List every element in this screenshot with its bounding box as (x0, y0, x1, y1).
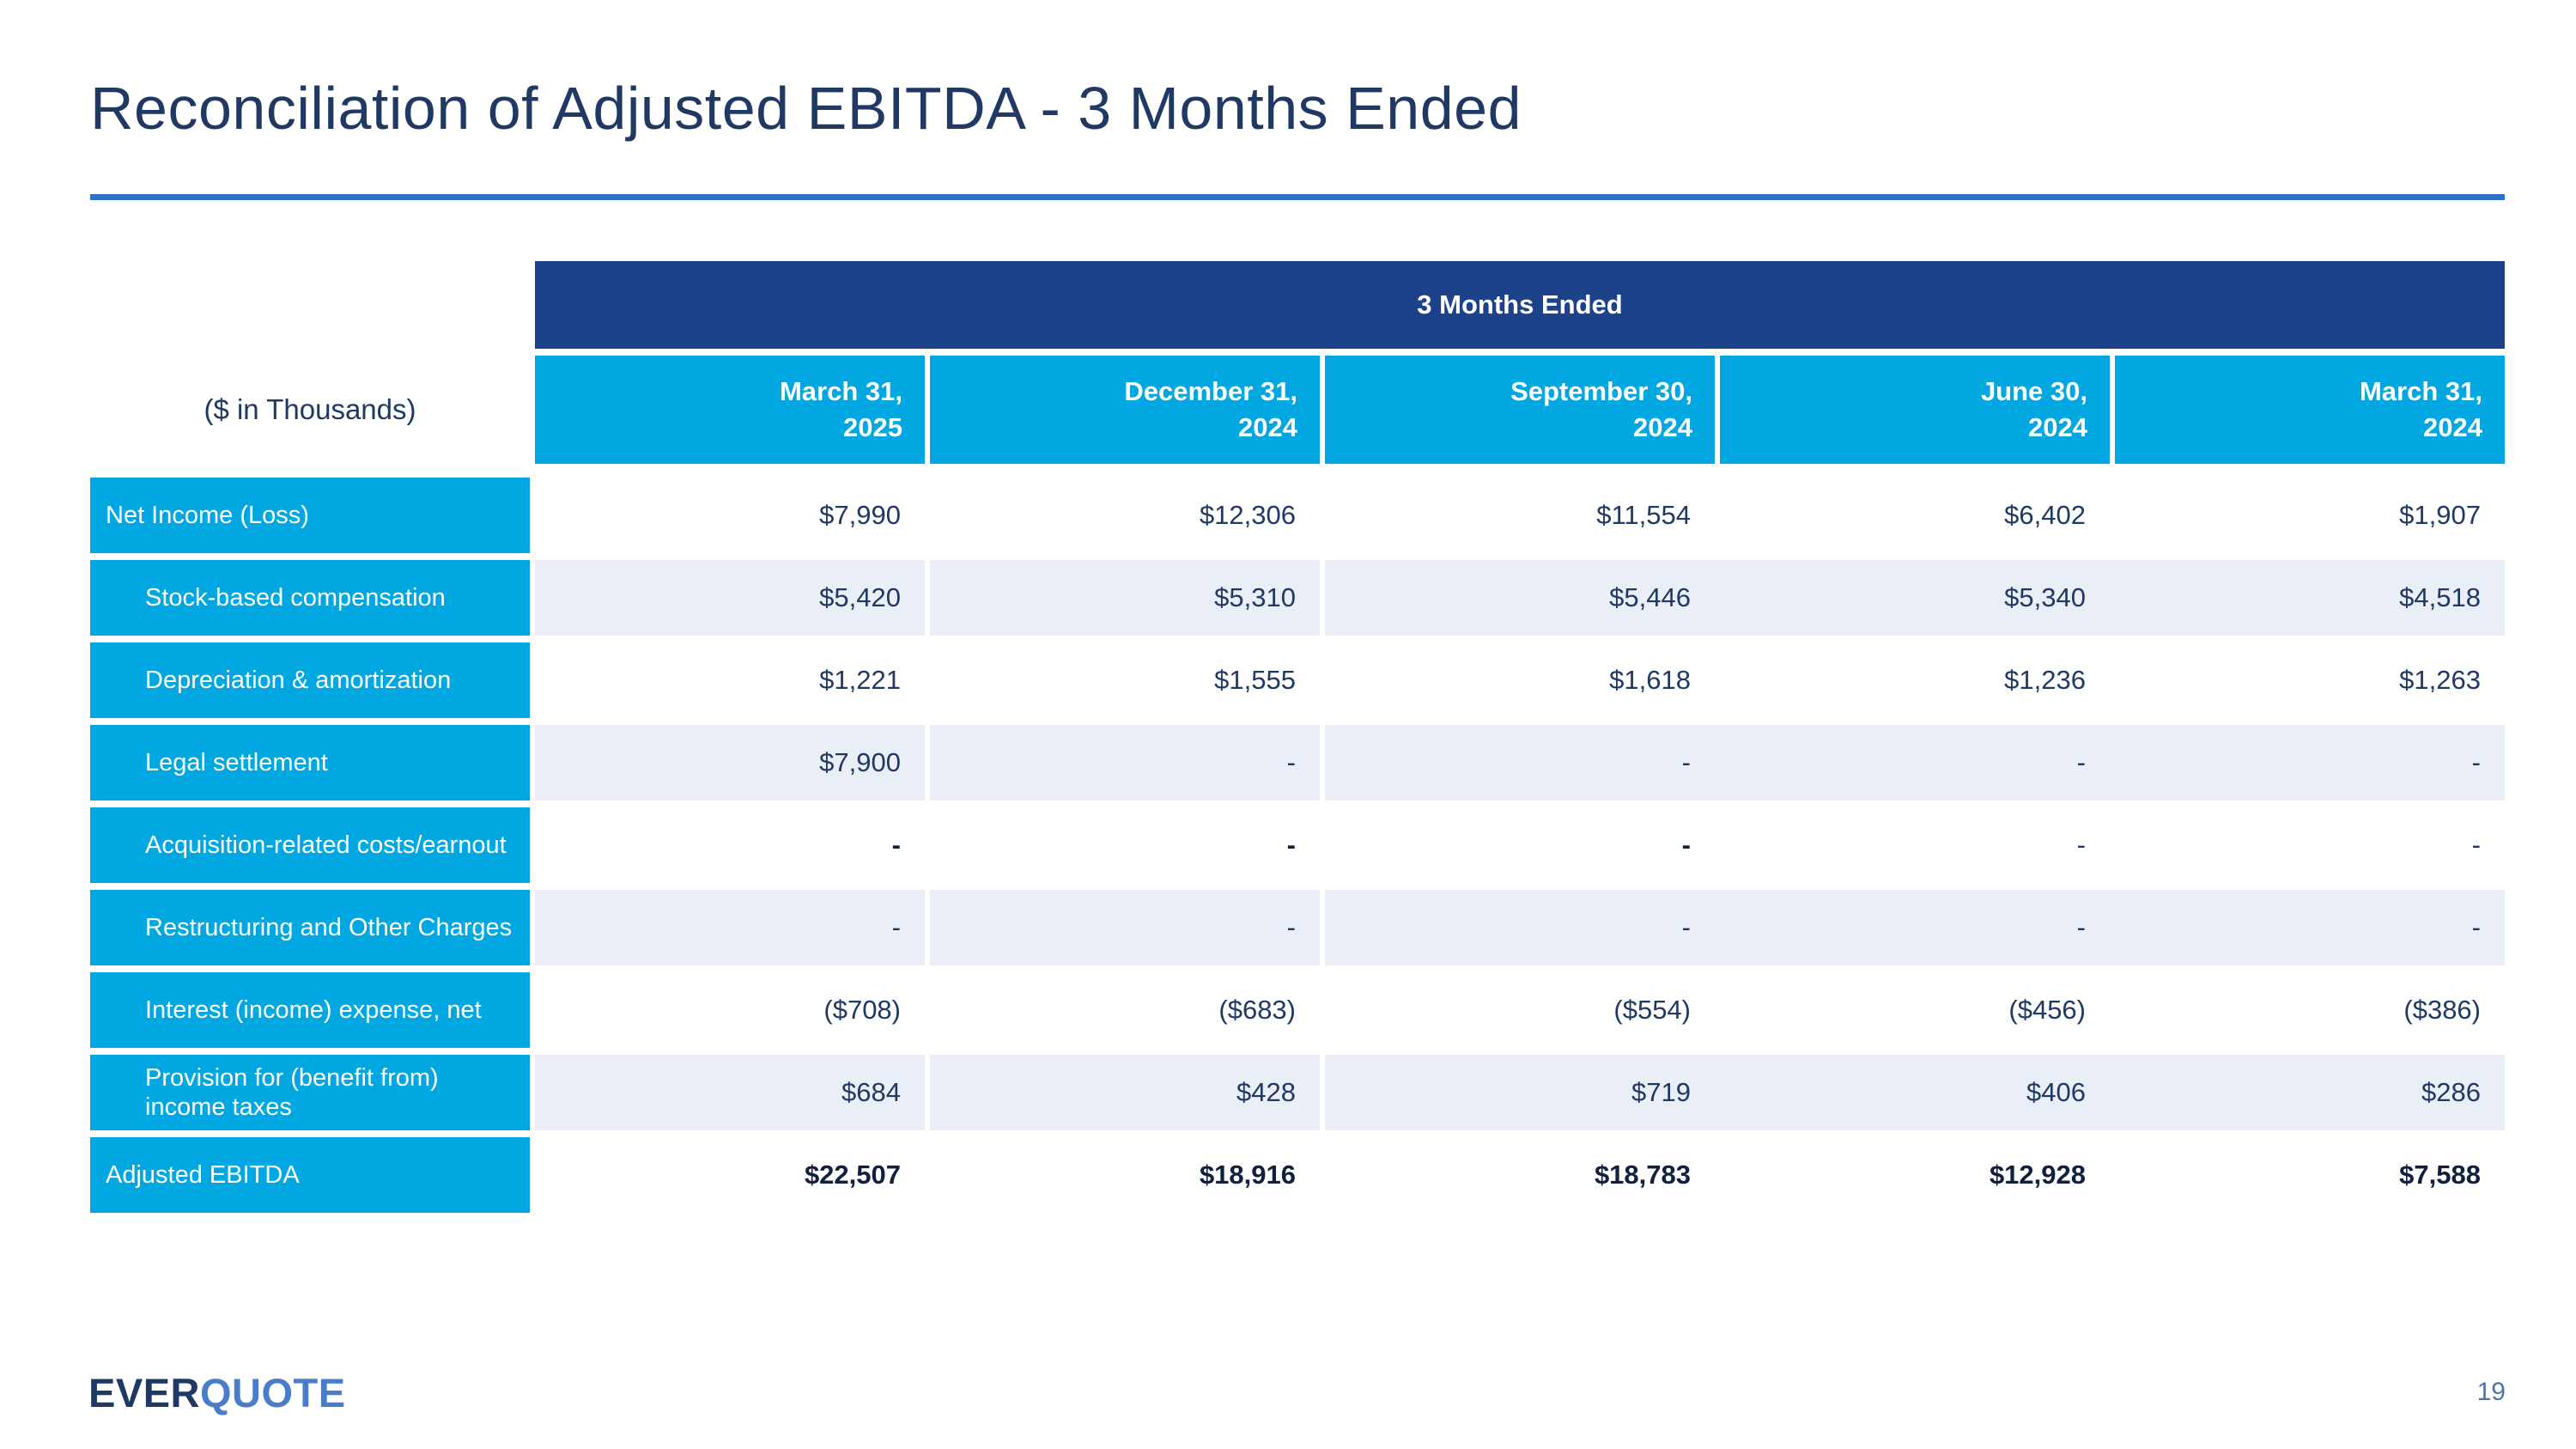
value-cell: $1,221 (535, 642, 930, 718)
column-header: March 31, 2024 (2115, 356, 2505, 464)
value-cell: - (1681, 830, 1691, 860)
ebitda-reconciliation-table: 3 Months Ended ($ in Thousands) March 31… (90, 261, 2505, 1220)
column-header: September 30, 2024 (1325, 356, 1715, 464)
value-cell: $1,236 (2004, 665, 2086, 695)
value-cell: $5,310 (930, 560, 1325, 636)
value-cell: $1,907 (2399, 500, 2481, 530)
value-cell: - (1681, 912, 1691, 942)
table-row: Adjusted EBITDA $22,507 $18,916 $18,783 $12,… (90, 1137, 2505, 1213)
logo-text-quote: QUOTE (200, 1370, 346, 1416)
value-cell: $406 (2026, 1077, 2086, 1107)
row-values: $684 $428 $719 $406 $286 (535, 1055, 2505, 1130)
value-cell: - (2076, 747, 2086, 777)
column-headers: March 31, 2025 December 31, 2024 September… (535, 356, 2505, 464)
value-cell: - (2076, 912, 2086, 942)
page-title: Reconciliation of Adjusted EBITDA - 3 Mo… (90, 75, 1522, 142)
value-cell: $18,783 (1594, 1160, 1691, 1190)
row-label: Legal settlement (90, 725, 530, 801)
table-row: Interest (income) expense, net ($708) ($68… (90, 972, 2505, 1048)
row-values: ----- (535, 890, 2505, 965)
row-values: $22,507 $18,916 $18,783 $12,928 $7,588 (535, 1137, 2505, 1213)
table-row: Acquisition-related costs/earnout - - - - - (90, 807, 2505, 883)
row-values: $7,900- - - - (535, 725, 2505, 801)
value-cell: $1,263 (2399, 665, 2481, 695)
value-cell: $12,928 (1989, 1160, 2086, 1190)
value-cell: $684 (535, 1055, 930, 1130)
group-header-row: 3 Months Ended (90, 261, 2505, 349)
column-header-row: ($ in Thousands) March 31, 2025 December … (90, 356, 2505, 464)
value-cell: - (2471, 747, 2481, 777)
value-cell: $1,618 (1609, 665, 1691, 695)
value-cell: $428 (930, 1055, 1325, 1130)
table-row: Provision for (benefit from) income taxe… (90, 1055, 2505, 1130)
value-cell: $286 (2421, 1077, 2481, 1107)
value-cell: - (930, 725, 1325, 801)
value-cell: ($456) (2008, 995, 2086, 1025)
title-underline (90, 194, 2505, 200)
value-cell: - (930, 890, 1325, 965)
value-cell: $719 (1631, 1077, 1691, 1107)
page-number: 19 (2476, 1378, 2506, 1406)
column-header: March 31, 2025 (535, 356, 925, 464)
value-cell: ($683) (930, 972, 1325, 1048)
value-cell: $7,588 (2399, 1160, 2481, 1190)
table-group-header: 3 Months Ended (535, 261, 2505, 349)
value-cell: - (930, 807, 1325, 883)
value-cell: $22,507 (535, 1137, 930, 1213)
value-cell: $4,518 (2399, 582, 2481, 612)
value-cell: ($708) (535, 972, 930, 1048)
value-cell: - (2471, 830, 2481, 860)
value-cell: ($386) (2403, 995, 2481, 1025)
column-header: December 31, 2024 (930, 356, 1320, 464)
row-values: $7,990 $12,306 $11,554 $6,402 $1,907 (535, 478, 2505, 553)
units-label: ($ in Thousands) (204, 393, 416, 425)
everquote-logo: EVERQUOTE (88, 1369, 346, 1416)
value-cell: - (535, 890, 930, 965)
group-header-spacer (90, 261, 530, 349)
row-label: Provision for (benefit from) income taxe… (90, 1055, 530, 1130)
value-cell: $18,916 (930, 1137, 1325, 1213)
value-cell: $7,990 (535, 478, 930, 553)
row-label: Acquisition-related costs/earnout (90, 807, 530, 883)
row-values: ----- (535, 807, 2505, 883)
value-cell: $7,900 (535, 725, 930, 801)
table-row: Legal settlement $7,900- - - - (90, 725, 2505, 801)
value-cell: $11,554 (1596, 500, 1691, 530)
row-label: Interest (income) expense, net (90, 972, 530, 1048)
value-cell: $5,420 (535, 560, 930, 636)
row-label: Adjusted EBITDA (90, 1137, 530, 1213)
value-cell: $12,306 (930, 478, 1325, 553)
table-body: Net Income (Loss) $7,990 $12,306 $11,554 $6,… (90, 478, 2505, 1220)
value-cell: $6,402 (2004, 500, 2086, 530)
value-cell: - (535, 807, 930, 883)
value-cell: ($554) (1613, 995, 1691, 1025)
row-values: ($708) ($683) ($554) ($456) ($386) (535, 972, 2505, 1048)
table-row: Net Income (Loss) $7,990 $12,306 $11,554 $6,… (90, 478, 2505, 553)
row-values: $1,221 $1,555 $1,618 $1,236 $1,263 (535, 642, 2505, 718)
value-cell: - (1681, 747, 1691, 777)
value-cell: - (2471, 912, 2481, 942)
row-label: Stock-based compensation (90, 560, 530, 636)
value-cell: $5,446 (1609, 582, 1691, 612)
value-cell: $5,340 (2004, 582, 2086, 612)
logo-text-ever: EVER (88, 1370, 200, 1416)
value-cell: - (2076, 830, 2086, 860)
value-cell: $1,555 (930, 642, 1325, 718)
row-label: Net Income (Loss) (90, 478, 530, 553)
table-row: Depreciation & amortization $1,221 $1,555 $… (90, 642, 2505, 718)
column-header: June 30, 2024 (1720, 356, 2110, 464)
row-label: Restructuring and Other Charges (90, 890, 530, 965)
row-label: Depreciation & amortization (90, 642, 530, 718)
table-row: Stock-based compensation $5,420 $5,310 $5,4… (90, 560, 2505, 636)
row-values: $5,420 $5,310 $5,446 $5,340 $4,518 (535, 560, 2505, 636)
table-row: Restructuring and Other Charges - - - - - (90, 890, 2505, 965)
